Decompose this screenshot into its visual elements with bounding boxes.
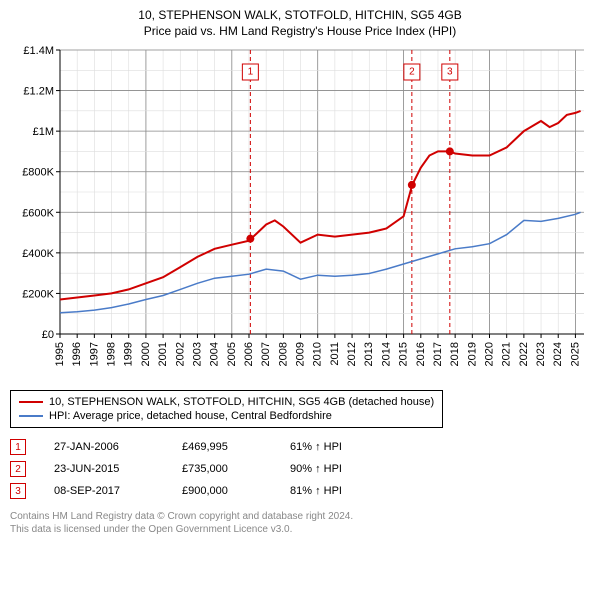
svg-text:2012: 2012 bbox=[346, 342, 358, 366]
svg-text:2015: 2015 bbox=[398, 342, 410, 366]
sale-marker-chip: 1 bbox=[10, 439, 26, 455]
svg-text:2009: 2009 bbox=[295, 342, 307, 366]
table-row: 3 08-SEP-2017 £900,000 81% ↑ HPI bbox=[10, 480, 590, 502]
svg-text:3: 3 bbox=[447, 67, 453, 78]
svg-text:£1M: £1M bbox=[33, 126, 54, 138]
svg-text:1: 1 bbox=[248, 67, 254, 78]
svg-text:£0: £0 bbox=[42, 329, 54, 341]
footer: Contains HM Land Registry data © Crown c… bbox=[10, 510, 590, 536]
svg-text:2008: 2008 bbox=[277, 342, 289, 366]
svg-text:2007: 2007 bbox=[260, 342, 272, 366]
svg-text:2022: 2022 bbox=[518, 342, 530, 366]
svg-text:£1.2M: £1.2M bbox=[23, 86, 54, 98]
sale-marker-chip: 3 bbox=[10, 483, 26, 499]
table-row: 2 23-JUN-2015 £735,000 90% ↑ HPI bbox=[10, 458, 590, 480]
sale-date: 08-SEP-2017 bbox=[54, 485, 154, 497]
legend-box: 10, STEPHENSON WALK, STOTFOLD, HITCHIN, … bbox=[10, 390, 443, 428]
svg-text:£200K: £200K bbox=[22, 288, 54, 300]
svg-text:2016: 2016 bbox=[415, 342, 427, 366]
chart-area: £0 £200K £400K £600K £800K £1M £1.2M £1.4M 1995 1… bbox=[10, 44, 590, 384]
svg-text:£600K: £600K bbox=[22, 207, 54, 219]
svg-text:2017: 2017 bbox=[432, 342, 444, 366]
svg-text:2019: 2019 bbox=[466, 342, 478, 366]
sales-table: 1 27-JAN-2006 £469,995 61% ↑ HPI 2 23-JU… bbox=[10, 436, 590, 502]
svg-text:2003: 2003 bbox=[191, 342, 203, 366]
svg-text:2025: 2025 bbox=[569, 342, 581, 366]
svg-text:2014: 2014 bbox=[380, 342, 392, 366]
title-subtitle: Price paid vs. HM Land Registry's House … bbox=[10, 24, 590, 38]
svg-text:2: 2 bbox=[409, 67, 415, 78]
svg-text:2024: 2024 bbox=[552, 342, 564, 366]
svg-text:2002: 2002 bbox=[174, 342, 186, 366]
footer-line1: Contains HM Land Registry data © Crown c… bbox=[10, 510, 590, 523]
sale-pct: 81% ↑ HPI bbox=[290, 485, 390, 497]
legend-label-property: 10, STEPHENSON WALK, STOTFOLD, HITCHIN, … bbox=[49, 396, 434, 408]
sale-price: £735,000 bbox=[182, 463, 262, 475]
svg-text:1998: 1998 bbox=[106, 342, 118, 366]
svg-text:£400K: £400K bbox=[22, 248, 54, 260]
svg-text:1997: 1997 bbox=[88, 342, 100, 366]
sale-pct: 61% ↑ HPI bbox=[290, 441, 390, 453]
sale-marker-chip: 2 bbox=[10, 461, 26, 477]
sale-pct: 90% ↑ HPI bbox=[290, 463, 390, 475]
footer-line2: This data is licensed under the Open Gov… bbox=[10, 523, 590, 536]
svg-text:£800K: £800K bbox=[22, 167, 54, 179]
sale-price: £469,995 bbox=[182, 441, 262, 453]
sale-price: £900,000 bbox=[182, 485, 262, 497]
svg-text:2006: 2006 bbox=[243, 342, 255, 366]
svg-text:1996: 1996 bbox=[71, 342, 83, 366]
svg-text:1995: 1995 bbox=[54, 342, 66, 366]
svg-text:2001: 2001 bbox=[157, 342, 169, 366]
svg-text:£1.4M: £1.4M bbox=[23, 45, 54, 57]
chart-svg: £0 £200K £400K £600K £800K £1M £1.2M £1.4M 1995 1… bbox=[10, 44, 590, 384]
svg-text:1999: 1999 bbox=[123, 342, 135, 366]
sale-date: 23-JUN-2015 bbox=[54, 463, 154, 475]
svg-text:2013: 2013 bbox=[363, 342, 375, 366]
sale-date: 27-JAN-2006 bbox=[54, 441, 154, 453]
svg-text:2004: 2004 bbox=[209, 342, 221, 366]
title-address: 10, STEPHENSON WALK, STOTFOLD, HITCHIN, … bbox=[10, 8, 590, 22]
legend-row-hpi: HPI: Average price, detached house, Cent… bbox=[19, 409, 434, 423]
legend-swatch-hpi bbox=[19, 415, 43, 417]
legend-row-property: 10, STEPHENSON WALK, STOTFOLD, HITCHIN, … bbox=[19, 395, 434, 409]
legend-label-hpi: HPI: Average price, detached house, Cent… bbox=[49, 410, 332, 422]
svg-text:2023: 2023 bbox=[535, 342, 547, 366]
chart-title-block: 10, STEPHENSON WALK, STOTFOLD, HITCHIN, … bbox=[10, 8, 590, 38]
svg-text:2020: 2020 bbox=[484, 342, 496, 366]
legend-swatch-property bbox=[19, 401, 43, 403]
svg-text:2018: 2018 bbox=[449, 342, 461, 366]
table-row: 1 27-JAN-2006 £469,995 61% ↑ HPI bbox=[10, 436, 590, 458]
svg-text:2010: 2010 bbox=[312, 342, 324, 366]
svg-text:2021: 2021 bbox=[501, 342, 513, 366]
svg-text:2005: 2005 bbox=[226, 342, 238, 366]
svg-text:2011: 2011 bbox=[329, 342, 341, 366]
svg-text:2000: 2000 bbox=[140, 342, 152, 366]
